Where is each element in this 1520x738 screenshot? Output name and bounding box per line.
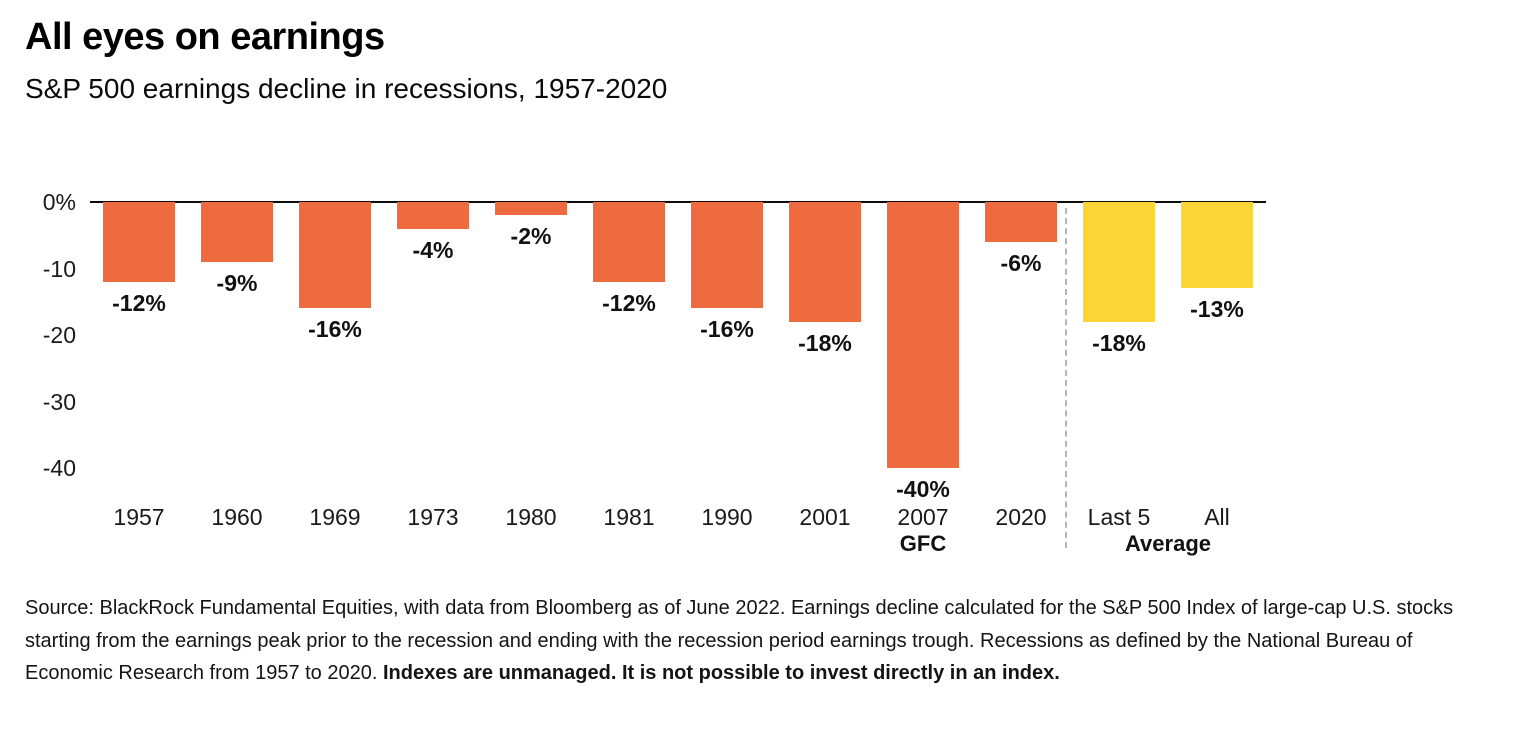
average-divider-line [1065,208,1067,548]
y-tick-label: 0% [42,189,76,215]
chart-column-1980: -2% 1980 [482,202,580,558]
x-sub-label [188,531,286,558]
bar-all [1181,202,1253,288]
x-sub-label [90,531,188,558]
bar-2020 [985,202,1057,242]
x-tick-label: 1957 [113,504,165,530]
chart-column-1990: -16% 1990 [678,202,776,558]
bar-area: -16% [678,202,776,502]
x-sub-label [580,531,678,558]
bar-1980 [495,202,567,215]
chart-column-1969: -16% 1969 [286,202,384,558]
bar-1973 [397,202,469,229]
bar-area: -40% [874,202,972,502]
chart-column-1957: -12% 1957 [90,202,188,558]
chart-column-2001: -18% 2001 [776,202,874,558]
x-sub-label [972,531,1070,558]
bar-value-label: -6% [1000,250,1042,276]
x-tick-label: 1973 [407,504,459,530]
chart-column-1981: -12% 1981 [580,202,678,558]
average-group-label: Average [1124,531,1211,556]
x-tick-label: All [1204,504,1230,530]
y-tick-label: -20 [42,322,76,348]
bar-last-5 [1083,202,1155,322]
bar-area: -2% [482,202,580,502]
plot-columns: -12% 1957 -9% 1960 -16% 1969 -4% 1973 -2% 1980 -12… [90,202,1266,558]
bar-area: -18% [776,202,874,502]
y-axis: 0% -10 -20 -30 -40 [0,189,76,512]
bar-area: -9% [188,202,286,502]
x-tick-label: 1981 [603,504,655,530]
bar-area: -12% [90,202,188,502]
y-tick-label: -30 [42,388,76,415]
zero-baseline [90,201,1266,203]
bar-area: -13% [1168,202,1266,502]
chart-column-2020: -6% 2020 [972,202,1070,558]
bar-1960 [201,202,273,262]
earnings-decline-bar-chart: 0% -10 -20 -30 -40 -12% 1957 -9% 1960 -16% 1969 -4… [0,189,1300,582]
bar-1990 [691,202,763,308]
bar-area: -12% [580,202,678,502]
x-sub-label [384,531,482,558]
chart-column-2007: -40% 2007 GFC [874,202,972,558]
chart-header: All eyes on earnings S&P 500 earnings de… [25,16,667,105]
bar-2007 [887,202,959,468]
bar-1981 [593,202,665,282]
y-tick-label: -10 [42,255,76,282]
x-sub-label [286,531,384,558]
x-sub-label [776,531,874,558]
bar-value-label: -13% [1190,296,1244,322]
bar-value-label: -12% [602,290,656,316]
chart-subtitle: S&P 500 earnings decline in recessions, … [25,73,668,104]
source-disclaimer: Indexes are unmanaged. It is not possibl… [382,662,1060,684]
x-tick-label: 1960 [211,504,263,530]
x-sub-label [678,531,776,558]
bar-1969 [299,202,371,308]
chart-column-all: -13% All [1168,202,1266,558]
chart-column-1973: -4% 1973 [384,202,482,558]
x-tick-label: 2001 [799,504,851,530]
bar-value-label: -9% [216,270,258,296]
bar-value-label: -16% [700,316,754,342]
bar-value-label: -2% [510,223,552,249]
x-tick-label: 1990 [701,504,753,530]
bar-value-label: -12% [112,290,166,316]
source-text: Source: BlackRock Fundamental Equities, … [25,597,1454,684]
bar-area: -16% [286,202,384,502]
chart-column-1960: -9% 1960 [188,202,286,558]
bar-area: -18% [1070,202,1168,502]
bar-value-label: -18% [1092,330,1146,356]
bar-value-label: -18% [798,330,852,356]
x-sub-label [482,531,580,558]
bar-area: -6% [972,202,1070,502]
x-tick-label: 1969 [309,504,361,530]
bar-value-label: -4% [412,237,454,263]
y-tick-label: -40 [42,455,76,481]
bar-value-label: -16% [308,316,362,342]
x-sub-label: GFC [899,531,947,556]
x-tick-label: Last 5 [1087,504,1151,530]
bar-area: -4% [384,202,482,502]
bar-2001 [789,202,861,322]
x-tick-label: 1980 [505,504,557,530]
chart-column-last-5: -18% Last 5 [1070,202,1168,558]
bar-1957 [103,202,175,282]
bar-value-label: -40% [896,476,950,502]
x-tick-label: 2020 [995,504,1047,530]
chart-title: All eyes on earnings [25,16,385,58]
source-note: Source: BlackRock Fundamental Equities, … [25,592,1497,690]
x-tick-label: 2007 [897,504,949,530]
